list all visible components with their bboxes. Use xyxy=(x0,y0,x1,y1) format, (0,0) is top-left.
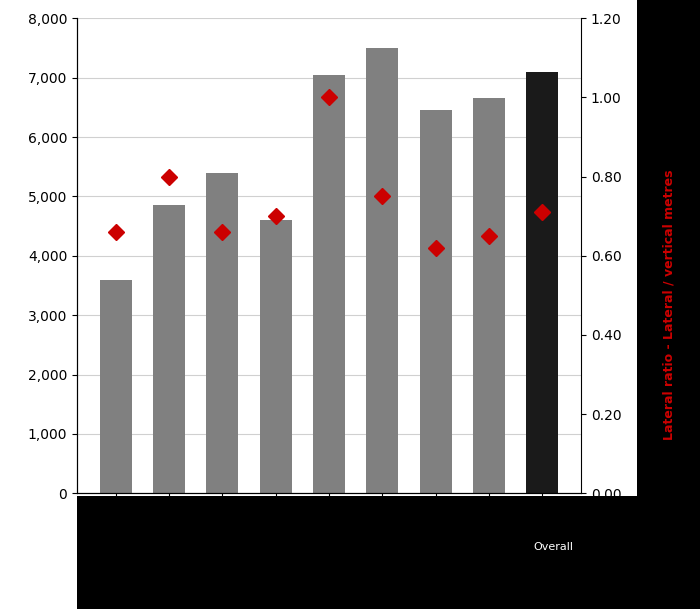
Text: Overall: Overall xyxy=(533,542,573,552)
Bar xyxy=(526,72,558,493)
Bar xyxy=(100,280,132,493)
Bar xyxy=(313,75,345,493)
Bar xyxy=(419,110,452,493)
Bar xyxy=(366,48,398,493)
Text: Lateral ratio - Lateral / vertical metres: Lateral ratio - Lateral / vertical metre… xyxy=(662,169,675,440)
Bar xyxy=(473,99,505,493)
Bar xyxy=(153,205,186,493)
Bar xyxy=(260,220,292,493)
Bar xyxy=(206,173,239,493)
